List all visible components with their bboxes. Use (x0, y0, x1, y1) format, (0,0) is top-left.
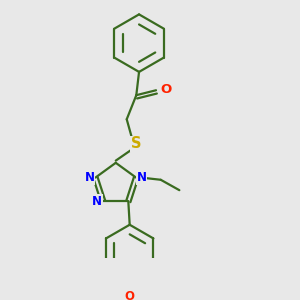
Text: O: O (160, 83, 172, 96)
Text: S: S (131, 136, 142, 152)
Text: N: N (92, 195, 102, 208)
Text: N: N (84, 171, 94, 184)
Text: O: O (125, 290, 135, 300)
Text: N: N (136, 171, 147, 184)
